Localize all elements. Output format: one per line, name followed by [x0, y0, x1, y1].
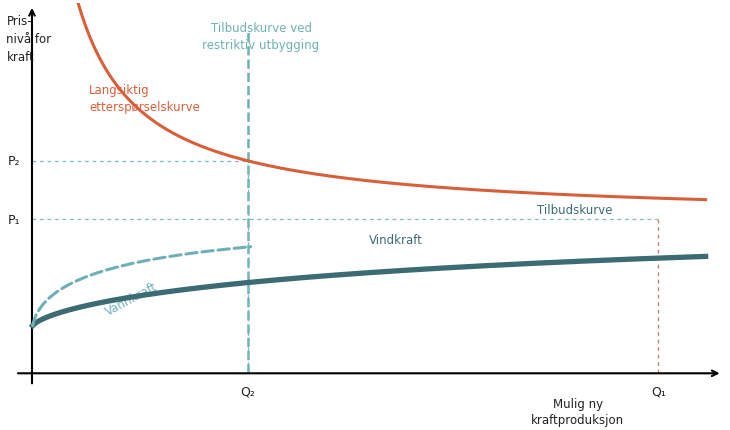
Text: Q₁: Q₁	[651, 384, 666, 397]
Text: Vindkraft: Vindkraft	[369, 233, 423, 246]
Text: P₂: P₂	[7, 155, 20, 168]
Text: Tilbudskurve ved
restriktiv utbygging: Tilbudskurve ved restriktiv utbygging	[202, 22, 320, 52]
Text: P₁: P₁	[7, 213, 20, 226]
Text: Tilbudskurve: Tilbudskurve	[537, 203, 612, 216]
Text: Mulig ny
kraftproduksjon: Mulig ny kraftproduksjon	[531, 397, 624, 426]
Text: Q₂: Q₂	[240, 384, 255, 397]
Text: Vannkraft: Vannkraft	[103, 280, 159, 318]
Text: Langsiktig
etterspørselskurve: Langsiktig etterspørselskurve	[89, 84, 200, 114]
Text: Pris-
nivå for
kraft: Pris- nivå for kraft	[7, 15, 52, 64]
